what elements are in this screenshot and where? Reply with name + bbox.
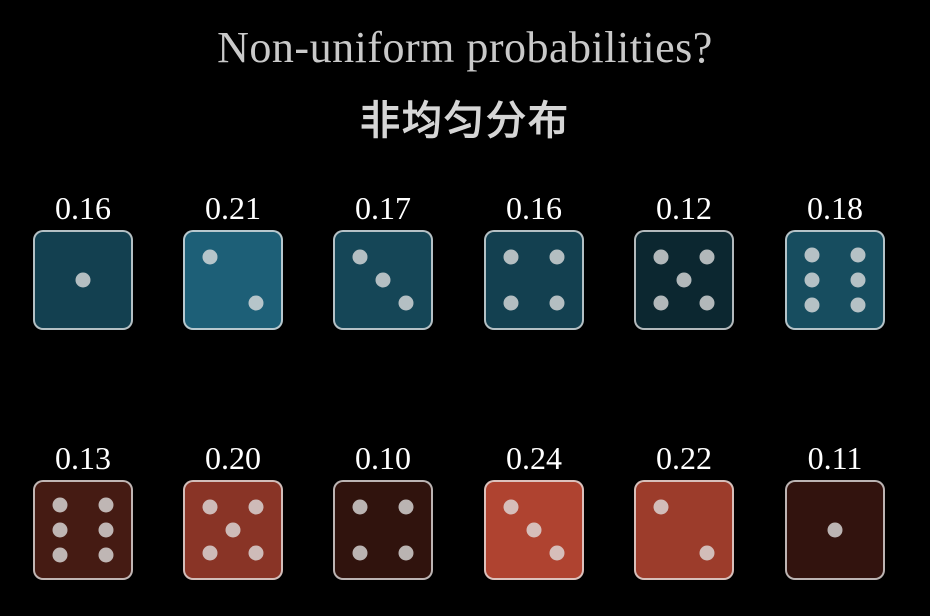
probability-label: 0.11 xyxy=(807,440,863,476)
probability-label: 0.20 xyxy=(205,440,261,476)
die-face-5 xyxy=(634,230,734,330)
probability-label: 0.22 xyxy=(656,440,712,476)
die-face-1 xyxy=(33,230,133,330)
die-pip xyxy=(352,249,368,265)
die-pip xyxy=(75,272,91,288)
die-pip xyxy=(549,249,565,265)
probability-label: 0.24 xyxy=(506,440,562,476)
die-pip xyxy=(503,249,519,265)
die-pip xyxy=(699,545,715,561)
die-pip xyxy=(375,272,391,288)
die-pip xyxy=(804,272,820,288)
die-pip xyxy=(699,295,715,311)
die-face-6 xyxy=(33,480,133,580)
probability-label: 0.13 xyxy=(55,440,111,476)
probability-label: 0.18 xyxy=(807,190,863,226)
die-pip xyxy=(248,545,264,561)
probability-label: 0.12 xyxy=(656,190,712,226)
die-face-5 xyxy=(183,480,283,580)
blue-dice-row: 0.16 0.21 0.17 0.16 0.12 0.18 xyxy=(0,190,930,350)
die-pip xyxy=(850,272,866,288)
die-pip xyxy=(52,497,68,513)
die-pip xyxy=(352,499,368,515)
die-pip xyxy=(202,545,218,561)
die-pip xyxy=(699,249,715,265)
die-pip xyxy=(248,499,264,515)
die-pip xyxy=(526,522,542,538)
die-pip xyxy=(653,295,669,311)
red-dice-row: 0.13 0.20 0.10 0.24 0.22 0.11 xyxy=(0,440,930,600)
die-pip xyxy=(225,522,241,538)
probability-label: 0.16 xyxy=(506,190,562,226)
die-pip xyxy=(202,249,218,265)
probability-label: 0.17 xyxy=(355,190,411,226)
die-pip xyxy=(248,295,264,311)
page-title: Non-uniform probabilities? xyxy=(217,23,713,72)
die-pip xyxy=(52,522,68,538)
die-pip xyxy=(850,297,866,313)
die-pip xyxy=(653,249,669,265)
die-pip xyxy=(676,272,692,288)
die-face-4 xyxy=(484,230,584,330)
probability-label: 0.10 xyxy=(355,440,411,476)
die-face-6 xyxy=(785,230,885,330)
die-pip xyxy=(398,545,414,561)
die-pip xyxy=(549,295,565,311)
die-pip xyxy=(503,499,519,515)
die-pip xyxy=(503,295,519,311)
die-face-4 xyxy=(333,480,433,580)
die-pip xyxy=(398,295,414,311)
die-pip xyxy=(804,247,820,263)
die-pip xyxy=(98,497,114,513)
die-pip xyxy=(398,499,414,515)
die-face-3 xyxy=(484,480,584,580)
die-pip xyxy=(352,545,368,561)
die-pip xyxy=(202,499,218,515)
die-face-3 xyxy=(333,230,433,330)
die-pip xyxy=(850,247,866,263)
die-pip xyxy=(653,499,669,515)
die-pip xyxy=(827,522,843,538)
die-face-1 xyxy=(785,480,885,580)
die-pip xyxy=(549,545,565,561)
die-pip xyxy=(98,547,114,563)
die-face-2 xyxy=(183,230,283,330)
die-pip xyxy=(52,547,68,563)
probability-label: 0.21 xyxy=(205,190,261,226)
die-pip xyxy=(98,522,114,538)
die-face-2 xyxy=(634,480,734,580)
page-subtitle: 非均匀分布 xyxy=(360,98,570,144)
probability-label: 0.16 xyxy=(55,190,111,226)
die-pip xyxy=(804,297,820,313)
